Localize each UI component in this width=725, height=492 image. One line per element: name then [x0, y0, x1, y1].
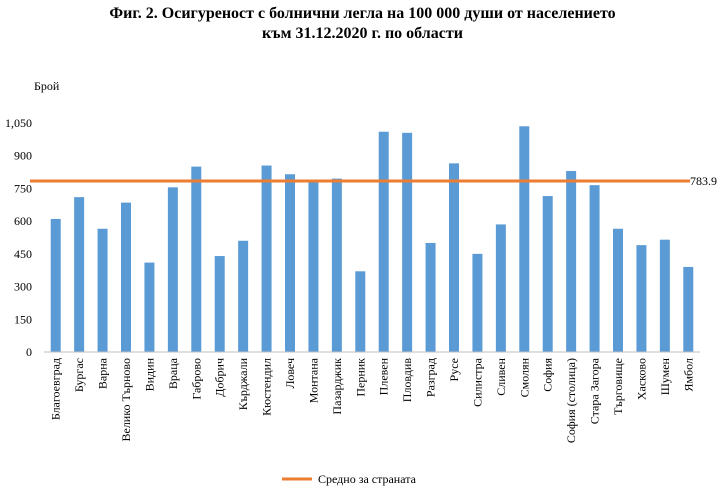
y-tick-label: 600 [14, 214, 32, 228]
x-tick-label: Хасково [634, 358, 648, 400]
y-tick-label: 150 [14, 312, 32, 326]
bar [285, 174, 295, 352]
bars [50, 126, 694, 353]
x-tick-label: Перник [353, 358, 367, 397]
bar [378, 131, 389, 352]
bar [167, 187, 178, 352]
x-tick-label: Русе [447, 358, 461, 381]
legend-label-average: Средно за страната [318, 472, 417, 486]
bar [121, 202, 131, 352]
x-tick-label: София (столица) [564, 358, 578, 443]
y-axis-label: Брой [34, 79, 60, 93]
x-tick-label: Стара Загора [588, 357, 602, 424]
bar [425, 242, 436, 352]
chart-title-line-2: към 31.12.2020 г. по области [262, 25, 463, 42]
x-tick-label: Ямбол [681, 358, 695, 392]
x-tick-label: Търговище [611, 358, 625, 415]
bar [613, 228, 623, 352]
x-tick-label: Пловдив [400, 358, 414, 403]
x-tick-label: Благоевград [49, 358, 63, 420]
bar [191, 166, 202, 352]
bar [261, 165, 272, 352]
x-tick-label: Бургас [72, 358, 86, 392]
x-tick-label: Смолян [517, 357, 531, 397]
bar [355, 271, 366, 352]
x-tick-label: Плевен [377, 357, 391, 395]
bar [519, 126, 530, 353]
chart-title: Фиг. 2. Осигуреност с болнични легла на … [0, 4, 725, 44]
x-axis-ticks: Благоевград Бургас Варна Велико Търново Види… [49, 357, 696, 443]
bar [589, 185, 600, 352]
bar [97, 228, 108, 352]
x-tick-label: Силистра [470, 357, 484, 407]
bar [214, 256, 225, 352]
x-tick-label: Кърджали [236, 357, 250, 410]
bar [683, 266, 694, 352]
bar [472, 253, 483, 352]
x-tick-label: Шумен [658, 357, 672, 395]
bar [402, 132, 413, 352]
x-tick-label: Кюстендил [260, 358, 274, 416]
y-tick-label: 1,050 [5, 116, 32, 130]
bar [659, 239, 670, 352]
y-tick-label: 450 [14, 247, 32, 261]
x-tick-label: Враца [166, 357, 180, 389]
bar [238, 240, 249, 352]
x-tick-label: Видин [142, 357, 156, 391]
x-tick-label: Ловеч [283, 358, 297, 389]
bar [636, 245, 647, 352]
bar [542, 196, 553, 352]
bar [331, 178, 342, 352]
x-tick-label: Сливен [494, 357, 508, 395]
chart-title-line-1: Фиг. 2. Осигуреност с болнични легла на … [109, 5, 616, 22]
x-tick-label: Пазарджик [330, 358, 344, 415]
y-tick-label: 300 [14, 280, 32, 294]
x-tick-label: Габрово [189, 358, 203, 400]
x-tick-label: София [541, 358, 555, 392]
bar [50, 218, 61, 352]
y-axis-ticks: 0 150 300 450 600 750 900 1,050 [5, 116, 32, 359]
bar [495, 224, 506, 352]
legend: Средно за страната [282, 472, 417, 486]
x-tick-label: Добрич [213, 358, 227, 397]
y-tick-label: 750 [14, 181, 32, 195]
y-tick-label: 0 [26, 345, 32, 359]
x-tick-label: Варна [96, 357, 110, 389]
x-tick-label: Разград [424, 358, 438, 397]
bar [566, 170, 577, 352]
average-value-label: 783.9 [690, 174, 717, 188]
x-tick-label: Велико Търново [119, 358, 133, 442]
y-tick-label: 900 [14, 149, 32, 163]
bar [144, 262, 155, 352]
bar [74, 197, 85, 352]
bar [449, 163, 459, 352]
x-tick-label: Монтана [306, 357, 320, 403]
bar [308, 181, 319, 352]
